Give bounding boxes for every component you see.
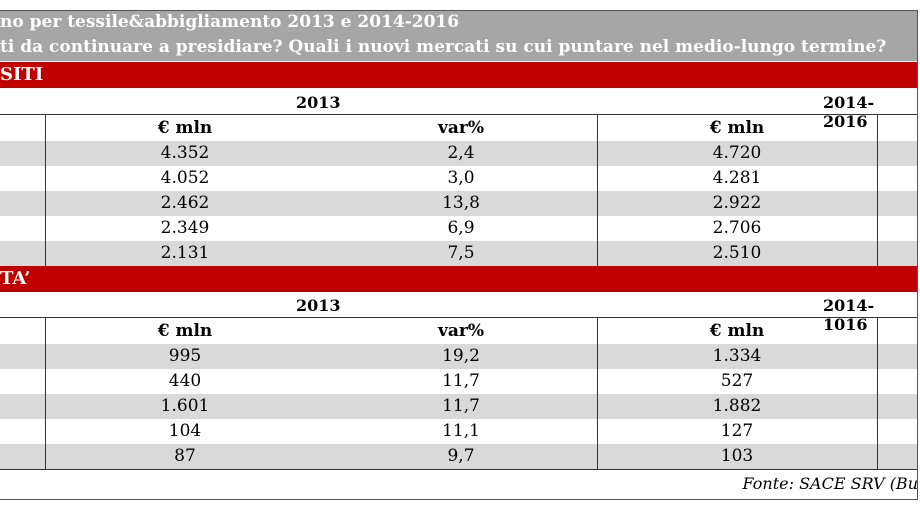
divider [0, 469, 917, 470]
table-cell: 2.922 [712, 193, 762, 213]
table-row: 2.349 6,9 2.706 [0, 216, 917, 241]
column-header: € mln [157, 118, 213, 138]
table-cell: 4.052 [160, 168, 210, 188]
table-cell: 527 [720, 371, 754, 391]
source-note: Fonte: SACE SRV (Bu [742, 474, 918, 493]
column-divider [597, 114, 598, 266]
table-cell: 11,1 [442, 421, 480, 441]
table-title: no per tessile&abbigliamento 2013 e 2014… [0, 11, 917, 61]
column-divider [597, 317, 598, 469]
section-title: TA’ [0, 268, 31, 289]
table-cell: 440 [168, 371, 202, 391]
column-header: var% [437, 118, 484, 138]
table-row: 1.601 11,7 1.882 [0, 394, 917, 419]
column-header-row: € mln var% € mln [0, 319, 917, 344]
column-header-row: € mln var% € mln [0, 116, 917, 141]
column-divider [877, 114, 878, 266]
table-cell: 19,2 [442, 346, 480, 366]
year-label: 2013 [296, 93, 341, 112]
table-cell: 6,9 [447, 218, 475, 238]
table-cell: 7,5 [447, 243, 475, 263]
table-cell: 995 [168, 346, 202, 366]
section-header-2: TA’ [0, 266, 917, 292]
column-header: € mln [709, 321, 765, 341]
table-row: 87 9,7 103 [0, 444, 917, 469]
title-line-1: no per tessile&abbigliamento 2013 e 2014… [0, 12, 460, 32]
table-cell: 2.349 [160, 218, 210, 238]
table-cell: 2.510 [712, 243, 762, 263]
table-cell: 87 [174, 446, 196, 466]
table-cell: 2.131 [160, 243, 210, 263]
year-row: 2013 2014-2016 [0, 90, 917, 131]
table-cell: 1.601 [160, 396, 210, 416]
table-frame [0, 10, 918, 500]
table-cell: 3,0 [447, 168, 475, 188]
section-header-1: SITI [0, 62, 917, 88]
table-cell: 4.281 [712, 168, 762, 188]
table-cell: 13,8 [442, 193, 480, 213]
column-divider [45, 114, 46, 266]
year-label: 2014-2016 [823, 93, 875, 131]
table-cell: 2,4 [447, 143, 475, 163]
table-cell: 2.462 [160, 193, 210, 213]
year-label: 2014-1016 [823, 296, 875, 334]
year-row: 2013 2014-1016 [0, 293, 917, 334]
table-cell: 11,7 [442, 396, 480, 416]
table-cell: 4.720 [712, 143, 762, 163]
table-row: 2.131 7,5 2.510 [0, 241, 917, 266]
divider [0, 114, 917, 115]
table-cell: 9,7 [447, 446, 475, 466]
table-row: 995 19,2 1.334 [0, 344, 917, 369]
table-cell: 1.882 [712, 396, 762, 416]
table-row: 440 11,7 527 [0, 369, 917, 394]
table-cell: 2.706 [712, 218, 762, 238]
section-title: SITI [0, 64, 44, 85]
table-row: 2.462 13,8 2.922 [0, 191, 917, 216]
table-cell: 1.334 [712, 346, 762, 366]
table-cell: 4.352 [160, 143, 210, 163]
column-header: € mln [157, 321, 213, 341]
table-cell: 103 [720, 446, 754, 466]
table-row: 4.052 3,0 4.281 [0, 166, 917, 191]
column-header: var% [437, 321, 484, 341]
table-cell: 104 [168, 421, 202, 441]
title-line-2: ti da continuare a presidiare? Quali i n… [0, 37, 887, 57]
column-header: € mln [709, 118, 765, 138]
column-divider [877, 317, 878, 469]
divider [0, 317, 917, 318]
table-row: 4.352 2,4 4.720 [0, 141, 917, 166]
table-cell: 11,7 [442, 371, 480, 391]
column-divider [45, 317, 46, 469]
year-label: 2013 [296, 296, 341, 315]
table-row: 104 11,1 127 [0, 419, 917, 444]
table-cell: 127 [720, 421, 754, 441]
